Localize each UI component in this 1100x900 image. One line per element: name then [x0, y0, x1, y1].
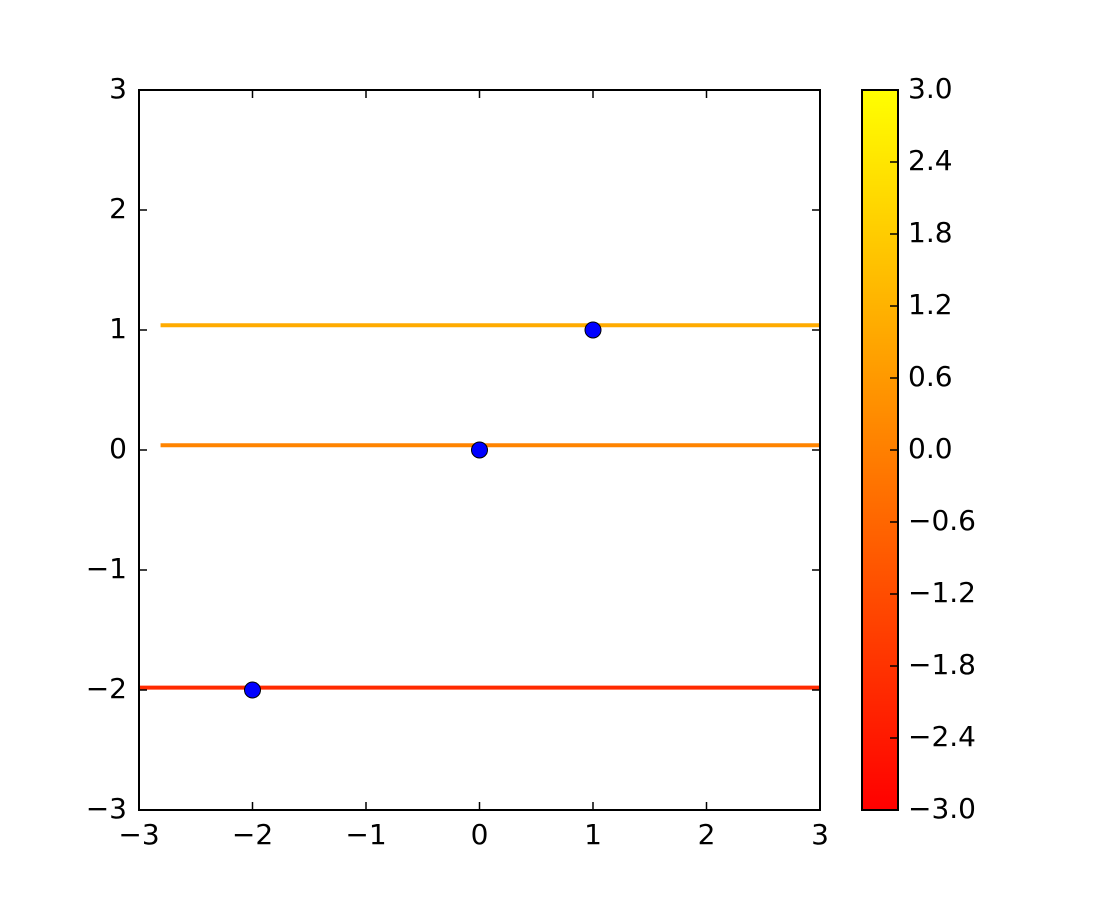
y-tick-label: 0	[109, 432, 127, 465]
x-tick-label: −2	[232, 818, 273, 851]
y-tick-label: −3	[86, 792, 127, 825]
x-tick-label: −1	[345, 818, 386, 851]
scatter-point	[584, 321, 602, 339]
x-tick-label: −3	[118, 818, 159, 851]
colorbar-tick-label: −2.4	[908, 720, 976, 753]
colorbar-tick-label: 1.2	[908, 288, 953, 321]
y-tick-label: 1	[109, 312, 127, 345]
scatter-point	[244, 681, 261, 699]
x-tick-label: 2	[698, 818, 716, 851]
colorbar-tick-label: −1.8	[908, 648, 976, 681]
colorbar-tick-label: 3.0	[908, 72, 953, 105]
colorbar-tick-label: 0.0	[908, 432, 953, 465]
x-tick-label: 0	[471, 818, 489, 851]
x-tick-label: 3	[811, 818, 829, 851]
y-tick-label: −1	[86, 552, 127, 585]
colorbar-tick-label: −3.0	[908, 792, 976, 825]
colorbar-tick-label: 0.6	[908, 360, 953, 393]
scatter-point	[471, 441, 488, 459]
y-tick-label: −2	[86, 672, 127, 705]
x-tick-label: 1	[584, 818, 602, 851]
colorbar-tick-label: −0.6	[908, 504, 976, 537]
y-tick-label: 3	[109, 72, 127, 105]
colorbar-tick-label: 2.4	[908, 144, 953, 177]
y-tick-label: 2	[109, 192, 127, 225]
colorbar-tick-label: −1.2	[908, 576, 976, 609]
colorbar-tick-label: 1.8	[908, 216, 953, 249]
